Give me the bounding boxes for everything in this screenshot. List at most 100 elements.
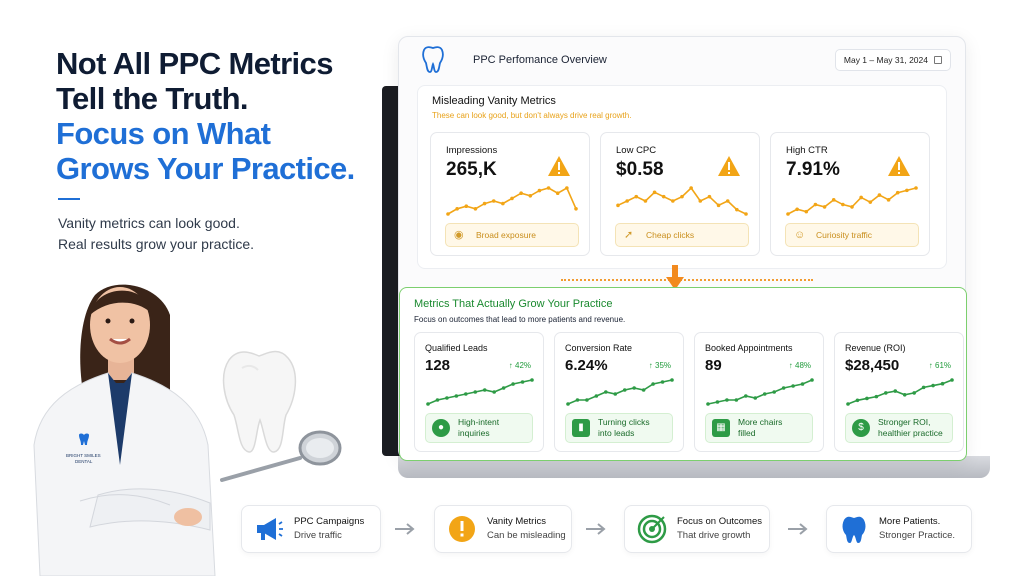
vanity-tag-text: Curiosity traffic xyxy=(816,230,873,240)
megaphone-icon xyxy=(257,518,283,540)
sparkline-point xyxy=(455,207,459,211)
sparkline-point xyxy=(680,194,684,199)
sparkline-point xyxy=(735,207,739,212)
sparkline-point xyxy=(753,396,758,400)
sparkline-point xyxy=(464,392,468,396)
sparkline-point xyxy=(616,203,620,208)
sparkline-point xyxy=(492,390,496,394)
sparkline-point xyxy=(912,391,916,395)
sparkline-point xyxy=(813,202,818,207)
growth-card-booked-appointments[interactable]: Booked Appointments 89 ↑ 48% ▦ More chai… xyxy=(694,332,824,452)
sparkline-point xyxy=(454,394,459,398)
cursor-icon: ➚ xyxy=(624,229,634,241)
vanity-card-high-ctr[interactable]: High CTR 7.91% ☺ Curiosity traffic xyxy=(770,132,930,256)
headline-line-2: Tell the Truth. xyxy=(56,81,249,116)
sparkline-point xyxy=(622,388,627,392)
sparkline-point xyxy=(520,380,525,384)
sparkline-point xyxy=(501,201,505,206)
growth-tag-line-1: More chairs xyxy=(738,417,783,427)
vanity-tag-text: Cheap clicks xyxy=(646,230,695,240)
sparkline-point xyxy=(859,195,863,200)
sparkline-line xyxy=(847,379,953,405)
sparkline-point xyxy=(831,198,836,202)
sparkline-point xyxy=(855,398,860,403)
sparkline-point xyxy=(555,191,560,195)
sparkline-point xyxy=(670,378,674,382)
sparkline-point xyxy=(501,386,506,390)
dental-mirror-icon xyxy=(220,430,342,482)
sparkline-point xyxy=(725,199,730,203)
coat-badge-line-2: DENTAL xyxy=(75,459,93,464)
vanity-subtitle: These can look good, but don't always dr… xyxy=(432,111,632,120)
headline-line-1: Not All PPC Metrics xyxy=(56,46,333,81)
metric-delta: ↑ 42% xyxy=(508,361,531,370)
sparkline-point xyxy=(950,378,954,382)
growth-tag-line-2: healthier practice xyxy=(878,428,943,438)
laptop-base xyxy=(398,456,990,478)
sparkline-point xyxy=(530,378,534,382)
flow-step-title: Focus on Outcomes xyxy=(677,516,763,527)
sparkline-point xyxy=(725,398,729,402)
metric-value: 7.91% xyxy=(786,159,840,180)
sparkline-point xyxy=(921,385,926,390)
sparkline-point xyxy=(473,207,478,211)
flow-step-focus-outcomes: Focus on Outcomes That drive growth xyxy=(624,505,770,553)
calendar-icon: ▦ xyxy=(712,419,730,437)
sparkline-point xyxy=(786,212,790,216)
metric-label: Revenue (ROI) xyxy=(845,343,906,353)
headline-divider xyxy=(58,198,80,200)
metric-value: 6.24% xyxy=(565,357,608,374)
flow-step-more-patients: More Patients. Stronger Practice. xyxy=(826,505,972,553)
sparkline-point xyxy=(715,400,720,404)
vanity-card-impressions[interactable]: Impressions 265,K ◉ Broad exposure xyxy=(430,132,590,256)
tooth-icon xyxy=(842,516,866,543)
growth-card-conversion-rate[interactable]: Conversion Rate 6.24% ↑ 35% ▮ Turning cl… xyxy=(554,332,684,452)
sparkline-point xyxy=(574,207,578,211)
sparkline-point xyxy=(464,204,469,208)
sparkline-point xyxy=(565,186,569,190)
subtext-line-1: Vanity metrics can look good. xyxy=(58,215,240,231)
sparkline-point xyxy=(877,193,882,197)
growth-tag-line-2: inquiries xyxy=(458,428,490,438)
subtext-line-2: Real results grow your practice. xyxy=(58,236,255,252)
leads-sparkline xyxy=(426,378,534,406)
flow-step-title: PPC Campaigns xyxy=(294,516,365,527)
metric-label: Impressions xyxy=(446,145,498,156)
sparkline-point xyxy=(886,198,891,202)
sparkline-point xyxy=(781,386,786,390)
growth-tag-line-2: into leads xyxy=(598,428,635,438)
growth-tag-line-1: Turning clicks xyxy=(598,417,650,427)
sparkline-point xyxy=(762,392,767,396)
sparkline-point xyxy=(810,378,814,382)
arrow-down-icon xyxy=(666,265,684,290)
growth-tag-line-1: High-intent xyxy=(458,417,500,427)
process-flow: PPC Campaigns Drive traffic Vanity Metric… xyxy=(241,505,981,553)
vanity-card-low-cpc[interactable]: Low CPC $0.58 ➚ Cheap clicks xyxy=(600,132,760,256)
sparkline-point xyxy=(510,196,514,201)
sparkline-point xyxy=(566,402,570,406)
date-range-picker[interactable]: May 1 – May 31, 2024 xyxy=(834,49,951,71)
sparkline-point xyxy=(902,392,907,397)
dashboard-title: PPC Perfomance Overview xyxy=(473,54,607,66)
target-icon xyxy=(637,514,667,544)
sparkline-point xyxy=(716,203,721,208)
warning-icon xyxy=(449,516,475,542)
growth-card-revenue-roi[interactable]: Revenue (ROI) $28,450 ↑ 61% $ Stronger R… xyxy=(834,332,964,452)
sparkline-point xyxy=(707,194,712,199)
flow-arrow-icon xyxy=(586,523,606,535)
headline: Not All PPC Metrics Tell the Truth. Focu… xyxy=(56,46,376,186)
sparkline-point xyxy=(905,188,909,193)
impressions-sparkline xyxy=(446,186,578,216)
sparkline-point xyxy=(744,212,748,216)
growth-card-qualified-leads[interactable]: Qualified Leads 128 ↑ 42% ● High-intent i… xyxy=(414,332,544,452)
coat-badge-line-1: BRIGHT SMILES xyxy=(66,453,101,458)
sparkline-point xyxy=(426,402,430,406)
sparkline-point xyxy=(744,394,748,398)
sparkline-point xyxy=(546,186,551,190)
sparkline-point xyxy=(634,194,639,199)
sparkline-point xyxy=(660,380,665,384)
flow-step-subtitle: That drive growth xyxy=(677,530,751,541)
metric-label: Low CPC xyxy=(616,145,657,156)
growth-title: Metrics That Actually Grow Your Practice xyxy=(414,298,613,310)
flow-step-title: More Patients. xyxy=(879,516,941,527)
